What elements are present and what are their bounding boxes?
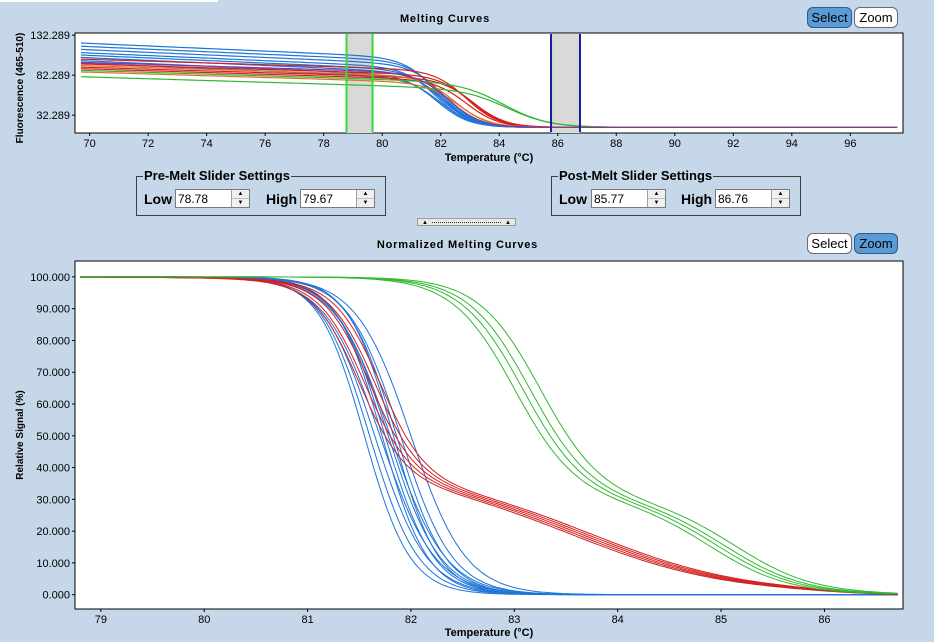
- pre-melt-high-spinner[interactable]: ▲▼: [300, 189, 375, 208]
- spin-down-icon[interactable]: ▼: [362, 200, 369, 206]
- bottom-x-tick-label: 82: [405, 614, 417, 626]
- top-x-tick-label: 86: [552, 138, 564, 150]
- splitter-grip: [432, 222, 501, 223]
- bottom-y-axis-label: Relative Signal (%): [15, 390, 26, 479]
- bottom-y-tick-label: 50.000: [36, 431, 70, 443]
- bottom-y-tick-label: 30.000: [36, 494, 70, 506]
- pre-melt-low-arrows[interactable]: ▲ ▼: [231, 190, 249, 207]
- top-x-tick-label: 94: [786, 138, 798, 150]
- bottom-x-tick-label: 81: [301, 614, 313, 626]
- spin-up-icon[interactable]: ▲: [357, 190, 374, 199]
- top-x-tick-label: 96: [844, 138, 856, 150]
- bottom-x-axis-label: Temperature (°C): [445, 627, 534, 639]
- bottom-x-tick-label: 85: [715, 614, 727, 626]
- bottom-y-tick-label: 80.000: [36, 335, 70, 347]
- spin-down-icon[interactable]: ▼: [237, 200, 244, 206]
- spin-up-icon[interactable]: ▲: [772, 190, 789, 199]
- top-x-tick-label: 70: [84, 138, 96, 150]
- post-melt-title: Post-Melt Slider Settings: [558, 168, 714, 183]
- bottom-y-tick-label: 40.000: [36, 463, 70, 475]
- panel-splitter-handle[interactable]: ▲ ▲: [417, 218, 516, 226]
- bottom-x-tick-label: 86: [818, 614, 830, 626]
- normalized-curve-red: [80, 276, 898, 595]
- top-y-tick-label: 132.289: [30, 30, 70, 42]
- top-x-tick-label: 80: [376, 138, 388, 150]
- post-melt-band: [551, 34, 580, 133]
- top-x-tick-label: 90: [669, 138, 681, 150]
- bottom-y-tick-label: 10.000: [36, 558, 70, 570]
- bottom-zoom-button[interactable]: Zoom: [854, 233, 898, 254]
- bottom-y-tick-label: 70.000: [36, 367, 70, 379]
- top-x-axis-label: Temperature (°C): [445, 152, 534, 164]
- bottom-y-tick-label: 100.000: [30, 272, 70, 284]
- top-x-tick-label: 82: [435, 138, 447, 150]
- pre-melt-settings-group: Pre-Melt Slider Settings Low ▲▼ High ▲▼: [136, 168, 386, 216]
- window-top-highlight: [0, 0, 218, 2]
- pre-melt-title: Pre-Melt Slider Settings: [143, 168, 291, 183]
- bottom-x-tick-label: 83: [508, 614, 520, 626]
- post-melt-low-arrows[interactable]: ▲ ▼: [647, 190, 665, 207]
- top-x-tick-label: 88: [610, 138, 622, 150]
- normalized-plot-area[interactable]: [74, 260, 904, 610]
- post-melt-low-spinner[interactable]: ▲▼: [591, 189, 666, 208]
- top-zoom-button[interactable]: Zoom: [854, 7, 898, 28]
- spin-down-icon[interactable]: ▼: [777, 200, 784, 206]
- top-x-tick-label: 76: [259, 138, 271, 150]
- top-x-tick-label: 92: [727, 138, 739, 150]
- spin-up-icon[interactable]: ▲: [232, 190, 249, 199]
- top-select-button[interactable]: Select: [807, 7, 852, 28]
- post-melt-high-spinner[interactable]: ▲▼: [715, 189, 790, 208]
- normalized-curve-green: [80, 276, 898, 594]
- top-x-tick-label: 84: [493, 138, 505, 150]
- bottom-y-tick-label: 90.000: [36, 304, 70, 316]
- pre-melt-high-arrows[interactable]: ▲ ▼: [356, 190, 374, 207]
- splitter-right-icon: ▲: [505, 220, 511, 226]
- pre-melt-band: [346, 34, 373, 133]
- top-y-tick-label: 82.289: [36, 70, 70, 82]
- post-melt-low-label: Low: [559, 191, 587, 207]
- melt-curve-purple: [80, 61, 898, 128]
- post-melt-low-input[interactable]: [594, 191, 646, 206]
- normalized-curves-title: Normalized Melting Curves: [376, 239, 539, 251]
- spin-up-icon[interactable]: ▲: [648, 190, 665, 199]
- splitter-left-icon: ▲: [422, 220, 428, 226]
- post-melt-high-input[interactable]: [718, 191, 770, 206]
- window-top-edge: [0, 0, 934, 3]
- melting-curves-title: Melting Curves: [399, 13, 491, 25]
- top-y-axis-label: Fluorescence (465-510): [15, 33, 26, 144]
- bottom-x-tick-label: 80: [198, 614, 210, 626]
- bottom-y-tick-label: 20.000: [36, 526, 70, 538]
- bottom-select-button[interactable]: Select: [807, 233, 852, 254]
- pre-melt-high-input[interactable]: [303, 191, 355, 206]
- pre-melt-low-input[interactable]: [178, 191, 230, 206]
- top-x-tick-label: 74: [201, 138, 213, 150]
- top-x-tick-label: 78: [318, 138, 330, 150]
- bottom-x-tick-label: 84: [612, 614, 624, 626]
- post-melt-settings-group: Post-Melt Slider Settings Low ▲▼ High ▲▼: [551, 168, 801, 216]
- spin-down-icon[interactable]: ▼: [653, 200, 660, 206]
- pre-melt-low-label: Low: [144, 191, 172, 207]
- bottom-y-tick-label: 0.000: [42, 590, 70, 602]
- bottom-x-tick-label: 79: [95, 614, 107, 626]
- post-melt-high-arrows[interactable]: ▲ ▼: [771, 190, 789, 207]
- bottom-y-tick-label: 60.000: [36, 399, 70, 411]
- pre-melt-high-label: High: [266, 191, 298, 207]
- post-melt-high-label: High: [681, 191, 713, 207]
- pre-melt-low-spinner[interactable]: ▲▼: [175, 189, 250, 208]
- top-x-tick-label: 72: [142, 138, 154, 150]
- top-y-tick-label: 32.289: [36, 110, 70, 122]
